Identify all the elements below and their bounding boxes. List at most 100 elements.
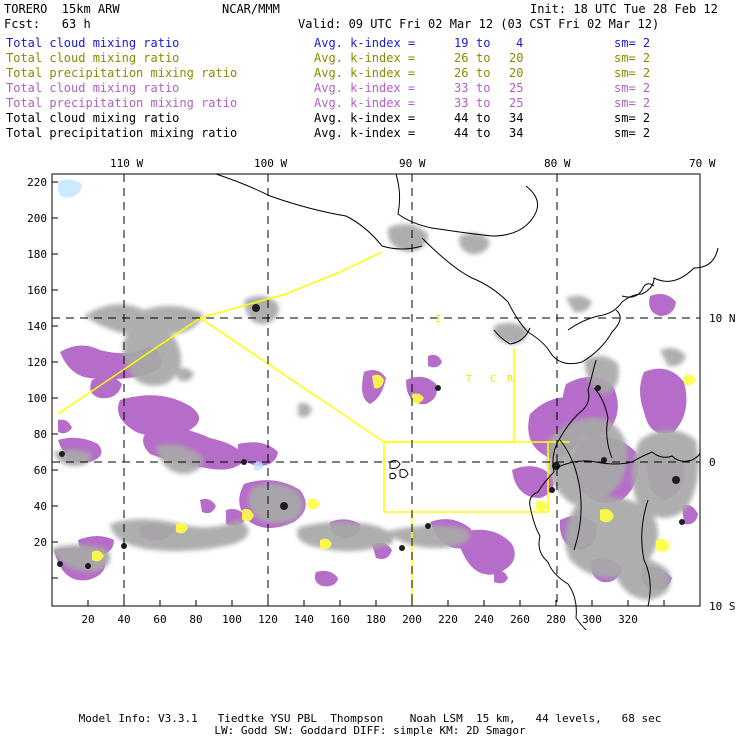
region-letter: R (507, 374, 514, 385)
lon-label: 110 W (110, 157, 143, 170)
legend-from: 26 (454, 51, 469, 65)
lon-label: 90 W (399, 157, 426, 170)
legend-row: Total precipitation mixing ratio Avg. k-… (6, 126, 736, 141)
longitude-labels: 110 W 100 W 90 W 80 W 70 W (110, 157, 716, 170)
legend-to-word: to (476, 36, 491, 50)
legend-stat: Avg. k-index = (314, 111, 416, 125)
legend-field: Total cloud mixing ratio (6, 36, 180, 50)
region-letter: T (466, 374, 472, 385)
legend-to: 20 (509, 66, 524, 80)
cloud-field (52, 224, 699, 600)
x-tick-label: 200 (402, 613, 422, 626)
legend-to-word: to (476, 126, 491, 140)
x-tick-label: 280 (546, 613, 566, 626)
plot-area: I T C R (51, 173, 719, 630)
y-tick-label: 180 (27, 248, 47, 261)
model-info-line2: LW: Godd SW: Goddard DIFF: simple KM: 2D… (214, 724, 526, 737)
x-tick-label: 120 (258, 613, 278, 626)
lat-label: 10 S (709, 600, 736, 613)
x-tick-label: 100 (222, 613, 242, 626)
legend-sm: sm= 2 (614, 66, 651, 80)
legend-to: 20 (509, 51, 524, 65)
legend-field: Total precipitation mixing ratio (6, 126, 238, 140)
heavy-precip-cells (57, 304, 685, 569)
legend-row: Total cloud mixing ratio Avg. k-index = … (6, 111, 736, 126)
x-tick-label: 40 (117, 613, 130, 626)
lat-label: 10 N (709, 312, 736, 325)
model-info-line1: Model Info: V3.3.1 Tiedtke YSU PBL Thomp… (78, 712, 662, 725)
legend-sm: sm= 2 (614, 111, 651, 125)
lat-label: 0 (709, 456, 716, 469)
legend-to-word: to (476, 96, 491, 110)
legend-to-word: to (476, 81, 491, 95)
legend-from: 44 (454, 126, 469, 140)
legend-to: 25 (509, 96, 524, 110)
coastlines (215, 173, 719, 630)
y-tick-label: 80 (34, 428, 47, 441)
x-tick-label: 220 (438, 613, 458, 626)
legend-from: 44 (454, 111, 469, 125)
y-tick-label: 60 (34, 464, 47, 477)
legend-sm: sm= 2 (614, 81, 651, 95)
x-tick-label: 320 (618, 613, 638, 626)
organization: NCAR/MMM (222, 2, 280, 16)
model-name: TORERO 15km ARW (4, 2, 120, 16)
x-tick-label: 260 (510, 613, 530, 626)
legend-stat: Avg. k-index = (314, 36, 416, 50)
legend-stat: Avg. k-index = (314, 96, 416, 110)
lon-label: 70 W (689, 157, 716, 170)
legend-to-word: to (476, 51, 491, 65)
x-tick-label: 80 (189, 613, 202, 626)
legend-to: 34 (509, 126, 524, 140)
y-tick-label: 200 (27, 212, 47, 225)
legend-to: 4 (516, 36, 524, 50)
x-tick-label: 240 (474, 613, 494, 626)
y-tick-labels: 220 200 180 160 140 120 100 80 60 40 20 (27, 176, 47, 549)
legend-field: Total cloud mixing ratio (6, 51, 180, 65)
tick-marks (52, 181, 665, 606)
legend-sm: sm= 2 (614, 36, 651, 50)
y-tick-label: 40 (34, 500, 47, 513)
valid-time: Valid: 09 UTC Fri 02 Mar 12 (03 CST Fri … (298, 17, 660, 31)
region-letter: I (435, 314, 441, 325)
legend-field: Total cloud mixing ratio (6, 81, 180, 95)
lon-label: 80 W (544, 157, 571, 170)
legend-to: 34 (509, 111, 524, 125)
legend-from: 26 (454, 66, 469, 80)
y-tick-label: 140 (27, 320, 47, 333)
legend-to-word: to (476, 111, 491, 125)
legend-stat: Avg. k-index = (314, 126, 416, 140)
legend-to: 25 (509, 81, 524, 95)
legend-row: Total cloud mixing ratio Avg. k-index = … (6, 36, 736, 51)
y-tick-label: 160 (27, 284, 47, 297)
y-tick-label: 120 (27, 356, 47, 369)
y-tick-label: 220 (27, 176, 47, 189)
ice-field (57, 179, 264, 471)
x-tick-label: 160 (330, 613, 350, 626)
legend-sm: sm= 2 (614, 51, 651, 65)
legend-field: Total cloud mixing ratio (6, 111, 180, 125)
y-tick-label: 20 (34, 536, 47, 549)
x-tick-label: 20 (81, 613, 94, 626)
legend-sm: sm= 2 (614, 126, 651, 140)
latitude-labels: 10 N 0 10 S (709, 312, 736, 613)
light-precip-field (92, 374, 696, 562)
y-tick-label: 100 (27, 392, 47, 405)
legend-row: Total cloud mixing ratio Avg. k-index = … (6, 81, 736, 96)
forecast-map: 110 W 100 W 90 W 80 W 70 W (27, 157, 736, 630)
forecast-hour: Fcst: 63 h (4, 17, 91, 31)
legend-from: 33 (454, 96, 469, 110)
x-tick-label: 60 (153, 613, 166, 626)
legend-field: Total precipitation mixing ratio (6, 96, 238, 110)
legend-field: Total precipitation mixing ratio (6, 66, 238, 80)
region-letters: I T C R (435, 314, 514, 385)
legend-row: Total cloud mixing ratio Avg. k-index = … (6, 51, 736, 66)
legend-sm: sm= 2 (614, 96, 651, 110)
legend-to-word: to (476, 66, 491, 80)
legend-row: Total precipitation mixing ratio Avg. k-… (6, 66, 736, 81)
x-tick-labels: 20 40 60 80 100 120 140 160 180 200 220 … (81, 613, 638, 626)
galapagos-islands (389, 459, 409, 480)
legend-stat: Avg. k-index = (314, 51, 416, 65)
graticule (52, 174, 700, 606)
legend-row: Total precipitation mixing ratio Avg. k-… (6, 96, 736, 111)
